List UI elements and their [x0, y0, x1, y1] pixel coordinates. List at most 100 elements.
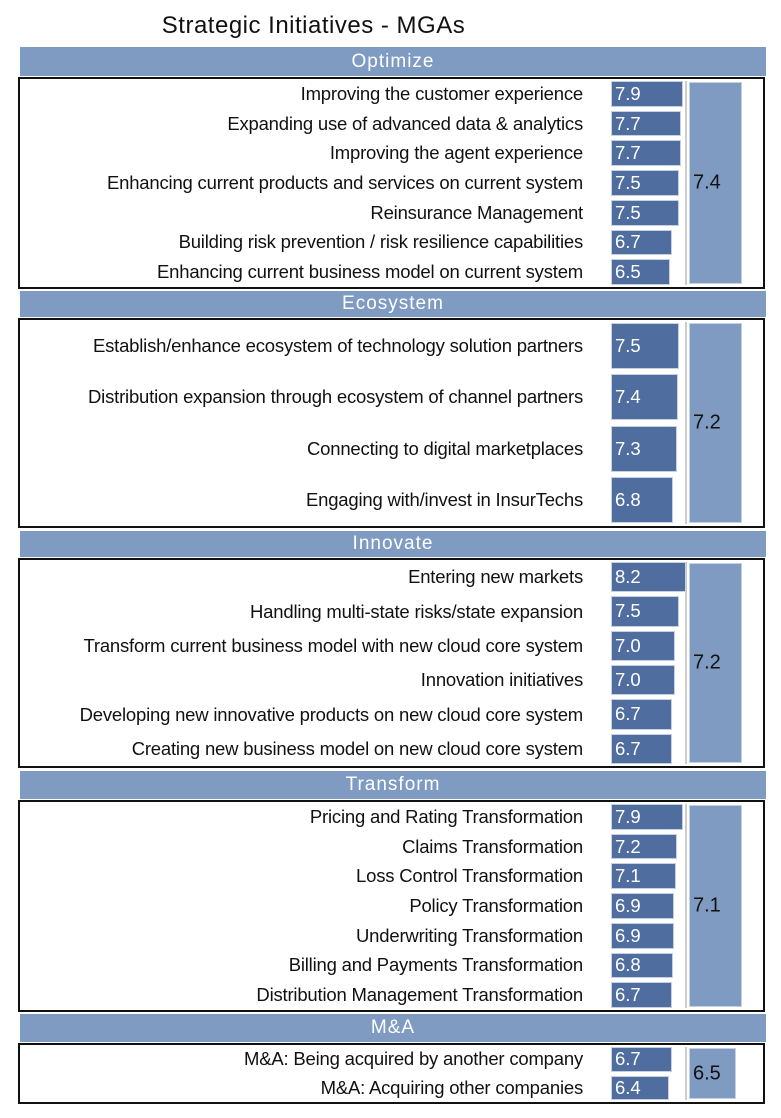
item-value: 7.5 [615, 201, 641, 223]
item-bar: 6.7 [611, 733, 672, 764]
item-bar: 6.7 [611, 982, 672, 1008]
item-label: Innovation initiatives [420, 669, 583, 691]
item-bar: 7.5 [611, 199, 680, 226]
item-value: 6.7 [615, 703, 641, 725]
item-value: 7.2 [615, 835, 641, 857]
item-bar: 6.7 [611, 1047, 672, 1072]
item-value: 6.7 [615, 984, 641, 1006]
item-label: Handling multi-state risks/state expansi… [250, 600, 583, 622]
item-bar: 6.5 [611, 259, 671, 285]
item-value: 6.7 [615, 1048, 641, 1070]
item-label: Engaging with/invest in InsurTechs [305, 489, 583, 511]
section-average-value: 7.4 [693, 171, 721, 194]
item-label: Creating new business model on new cloud… [131, 737, 584, 759]
section-header: Optimize [20, 47, 766, 76]
item-value: 7.9 [615, 82, 641, 104]
item-label: Distribution expansion through ecosystem… [88, 386, 583, 408]
item-bar: 7.1 [611, 863, 676, 890]
item-bar: 6.9 [611, 893, 674, 919]
item-label: Improving the customer experience [300, 82, 584, 104]
item-label: Connecting to digital marketplaces [307, 437, 583, 459]
chart-title: Strategic Initiatives - MGAs [161, 12, 466, 39]
divider [685, 81, 687, 285]
item-bar: 8.2 [611, 562, 686, 593]
item-bar: 6.4 [611, 1075, 670, 1100]
item-label: Underwriting Transformation [356, 924, 583, 946]
item-label: Policy Transformation [409, 895, 583, 916]
item-value: 7.4 [615, 386, 641, 408]
item-bar: 6.9 [611, 922, 674, 949]
item-bar: 6.8 [611, 952, 673, 979]
item-label: Entering new markets [408, 566, 583, 588]
item-label: Loss Control Transformation [356, 865, 583, 887]
item-bar: 7.7 [611, 110, 682, 137]
section-average-value: 7.1 [693, 894, 721, 917]
item-value: 7.0 [615, 669, 641, 691]
section-header: M&A [20, 1014, 766, 1042]
item-value: 6.8 [615, 954, 641, 976]
item-label: M&A: Being acquired by another company [244, 1048, 583, 1070]
section-box: M&A: Being acquired by another company 6.… [18, 1043, 765, 1104]
section-average-value: 7.2 [693, 651, 721, 674]
item-label: Improving the agent experience [329, 142, 583, 164]
section-box: Pricing and Rating Transformation 7.9 Clai… [18, 800, 765, 1012]
item-value: 7.5 [615, 600, 641, 622]
item-label: Establish/enhance ecosystem of technolog… [92, 334, 583, 356]
divider [685, 804, 687, 1008]
item-value: 6.5 [615, 261, 641, 283]
item-label: Pricing and Rating Transformation [309, 805, 583, 827]
item-label: Expanding use of advanced data & analyti… [227, 112, 583, 134]
item-bar: 6.8 [611, 477, 673, 524]
item-value: 7.7 [615, 142, 641, 164]
item-label: M&A: Acquiring other companies [320, 1076, 584, 1098]
item-bar: 6.7 [611, 229, 672, 256]
item-bar: 7.3 [611, 425, 678, 472]
section-box: Establish/enhance ecosystem of technolog… [18, 318, 765, 528]
section-average-bar: 7.2 [689, 323, 742, 523]
item-value: 6.7 [615, 231, 641, 253]
divider [685, 562, 687, 764]
item-value: 7.0 [615, 634, 641, 656]
section-average-bar: 7.2 [689, 563, 742, 763]
section-average-value: 7.2 [693, 411, 721, 434]
item-value: 7.3 [615, 437, 641, 459]
item-value: 7.5 [615, 334, 641, 356]
item-value: 6.4 [615, 1076, 641, 1098]
item-value: 6.8 [615, 489, 641, 511]
section-header: Innovate [20, 531, 766, 557]
section-header: Transform [20, 771, 766, 799]
item-bar: 7.9 [611, 804, 683, 830]
item-value: 6.7 [615, 737, 641, 759]
section-average-bar: 7.1 [689, 805, 742, 1007]
item-bar: 7.4 [611, 374, 679, 421]
item-bar: 7.5 [611, 170, 680, 196]
item-label: Claims Transformation [402, 835, 583, 857]
item-label: Developing new innovative products on ne… [79, 703, 584, 725]
item-bar: 7.2 [611, 833, 677, 860]
item-value: 8.2 [615, 566, 641, 588]
item-bar: 6.7 [611, 699, 672, 730]
item-label: Building risk prevention / risk resilien… [178, 231, 584, 253]
divider [685, 1047, 687, 1100]
item-label: Distribution Management Transformation [256, 984, 583, 1006]
item-value: 7.5 [615, 171, 641, 193]
section-average-bar: 6.5 [689, 1048, 736, 1099]
item-label: Reinsurance Management [370, 201, 583, 223]
section-box: Improving the customer experience 7.9 Expa… [18, 77, 765, 289]
item-label: Enhancing current products and services … [106, 172, 583, 193]
item-bar: 7.9 [611, 81, 683, 107]
item-bar: 7.5 [611, 322, 680, 369]
item-label: Enhancing current business model on curr… [157, 261, 583, 283]
item-value: 6.9 [615, 894, 641, 916]
divider [685, 322, 687, 524]
item-bar: 7.5 [611, 596, 680, 627]
section-box: Entering new markets 8.2 Handling multi-st… [18, 558, 765, 768]
item-value: 7.1 [615, 865, 641, 887]
item-label: Billing and Payments Transformation [288, 954, 583, 976]
section-average-value: 6.5 [693, 1062, 721, 1084]
item-label: Transform current business model with ne… [83, 634, 583, 656]
item-bar: 7.7 [611, 140, 682, 167]
item-bar: 7.0 [611, 630, 675, 661]
section-header: Ecosystem [20, 291, 766, 317]
item-value: 7.7 [615, 112, 641, 134]
